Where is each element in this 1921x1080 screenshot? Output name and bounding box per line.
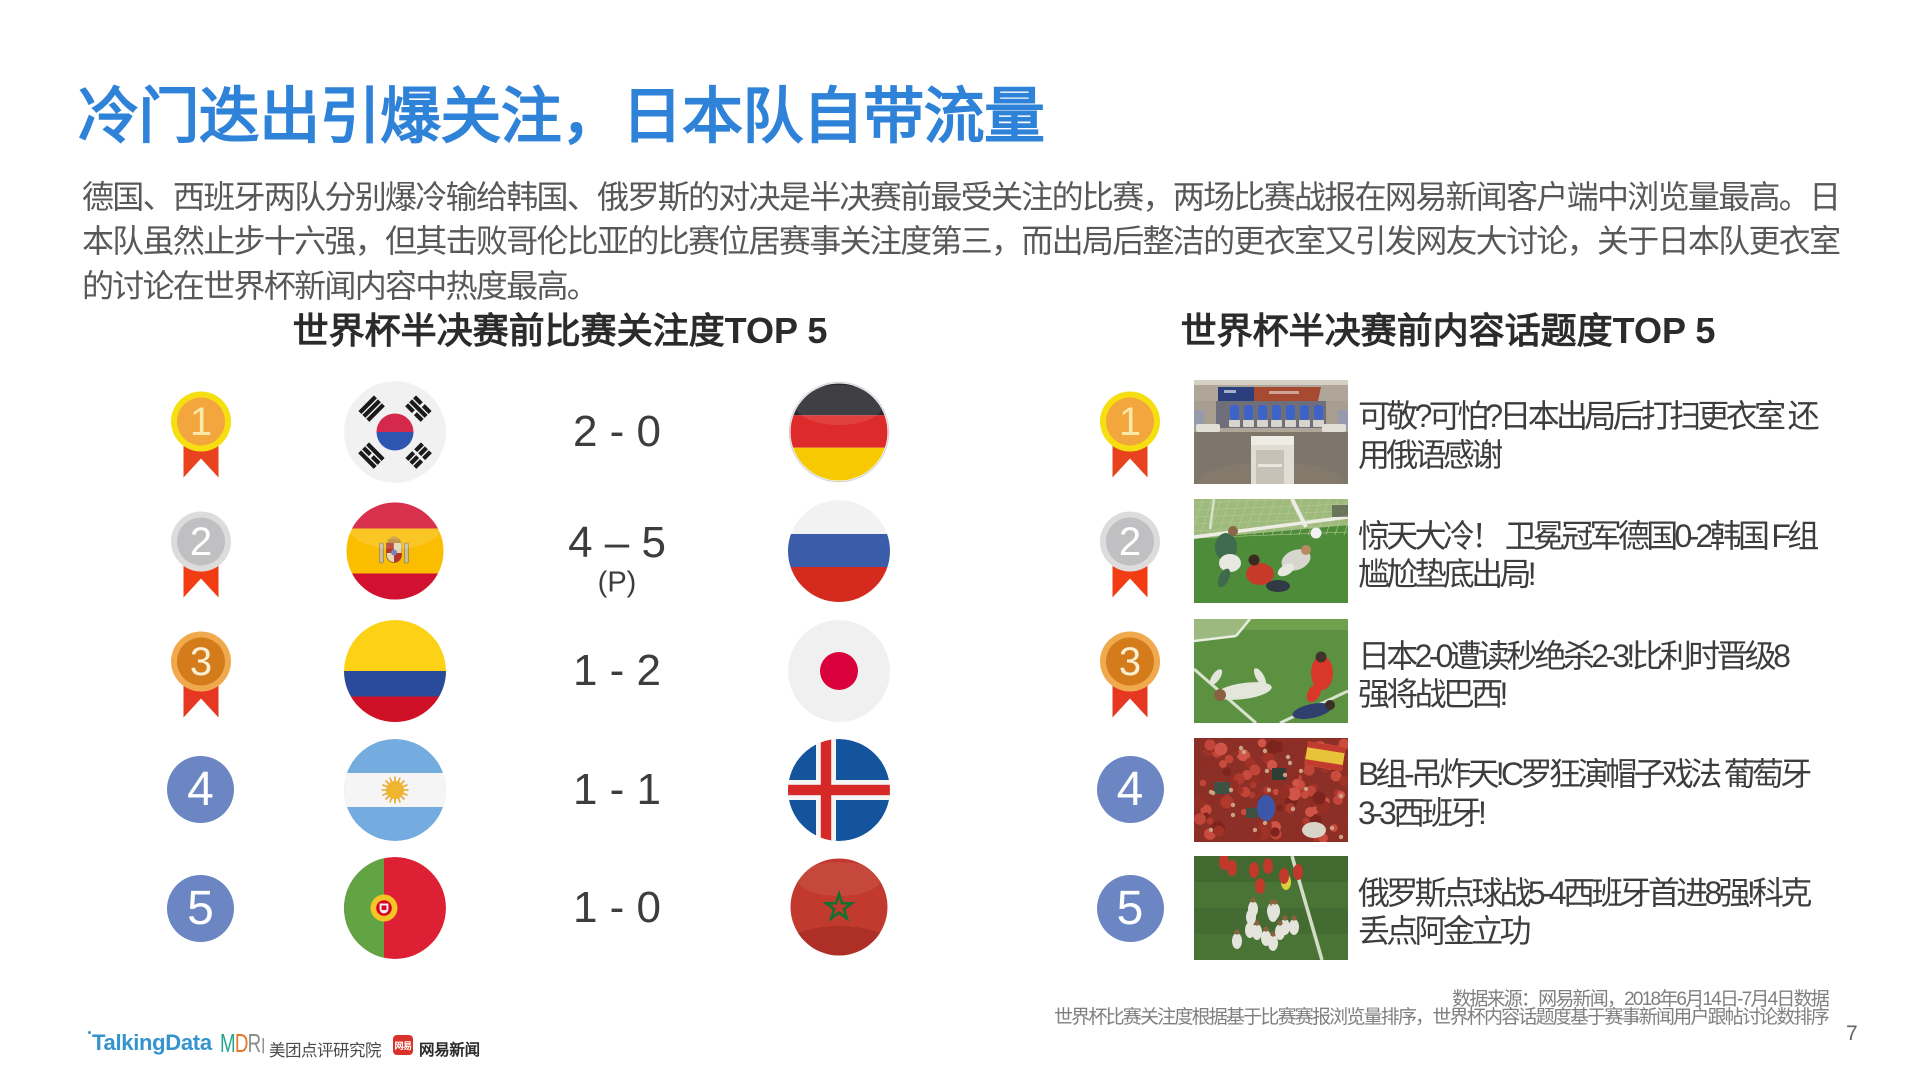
svg-text:3: 3 <box>189 640 211 684</box>
svg-text:2: 2 <box>1119 520 1141 564</box>
svg-text:1: 1 <box>189 400 211 444</box>
svg-text:1: 1 <box>1119 400 1141 444</box>
svg-text:2: 2 <box>189 520 211 564</box>
svg-text:3: 3 <box>1119 640 1141 684</box>
